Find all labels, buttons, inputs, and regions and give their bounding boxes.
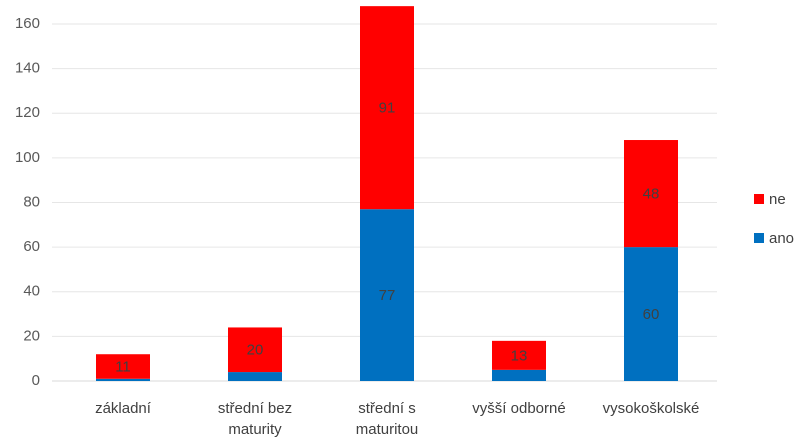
data-label: 60 (643, 306, 660, 323)
data-label: 91 (379, 100, 396, 117)
legend-swatch (754, 233, 764, 243)
y-tick-label: 60 (23, 238, 40, 255)
bar-segment (96, 354, 150, 379)
x-tick-label: střední bez maturity (217, 400, 293, 438)
bar-segment (492, 340, 546, 370)
x-tick-label: vyšší odborné (472, 400, 566, 417)
bar-segment (624, 140, 678, 248)
y-tick-label: 140 (15, 60, 40, 77)
y-tick-label: 100 (15, 149, 40, 166)
y-tick-label: 20 (23, 327, 40, 344)
bar-segment (492, 369, 546, 381)
bar-segment (96, 378, 150, 381)
data-label: 11 (115, 358, 131, 375)
bar-segment (228, 372, 282, 381)
y-tick-label: 0 (32, 372, 40, 389)
x-tick-label: střední s maturitou (355, 400, 419, 438)
legend-label: ne (769, 191, 786, 208)
x-tick-label: vysokoškolské (602, 400, 700, 417)
y-tick-label: 40 (23, 283, 40, 300)
x-tick-label: základní (95, 400, 151, 417)
y-tick-label: 80 (23, 193, 40, 210)
legend-swatch (754, 194, 764, 204)
data-label: 13 (511, 347, 528, 364)
y-tick-label: 120 (15, 104, 40, 121)
bar-segment (228, 327, 282, 373)
data-label: 77 (379, 287, 396, 304)
bar-segment (360, 209, 414, 381)
legend-label: ano (769, 230, 794, 247)
data-label: 48 (643, 186, 660, 203)
data-label: 20 (247, 342, 264, 359)
bar-segment (624, 247, 678, 381)
y-tick-label: 160 (15, 15, 40, 32)
bar-segment (360, 6, 414, 210)
